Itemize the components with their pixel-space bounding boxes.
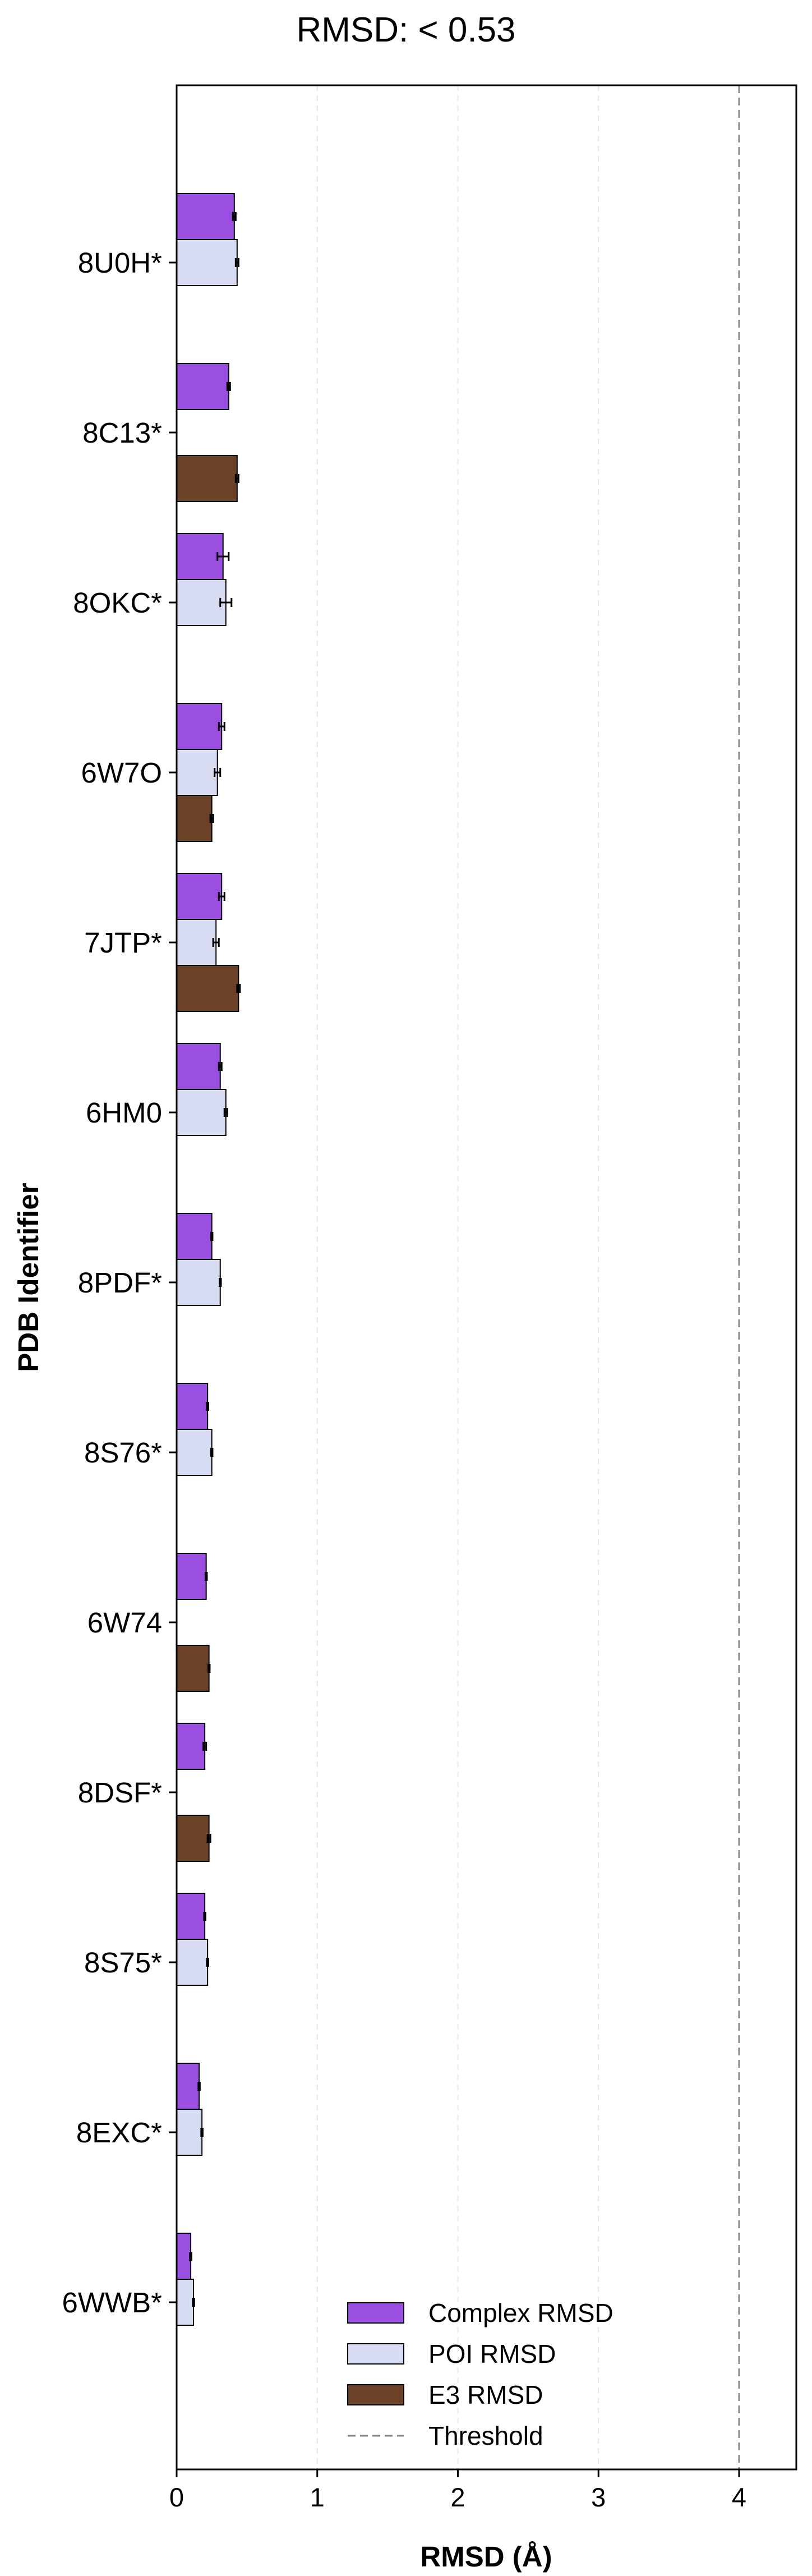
plot-frame (176, 84, 797, 2471)
y-category-label-8S75: 8S75* (84, 1947, 162, 1979)
x-tick-label-2: 2 (450, 2482, 465, 2512)
y-category-label-8DSF: 8DSF* (78, 1777, 162, 1809)
bar-group-8S75 (176, 1893, 209, 1986)
y-category-label-6WWB: 6WWB* (62, 2287, 163, 2319)
legend-swatch-poi (347, 2343, 404, 2365)
bar-group-7JTP (176, 873, 241, 1012)
poi-bar-8OKC (176, 579, 227, 626)
x-tick-label-0: 0 (169, 2482, 184, 2512)
bar-group-6W74 (176, 1553, 211, 1692)
x-axis-title: RMSD (Å) (420, 2541, 552, 2573)
complex-bar-8C13 (176, 363, 229, 410)
complex-bar-8EXC (176, 2063, 200, 2110)
y-category-label-8OKC: 8OKC* (73, 587, 162, 619)
poi-bar-8PDF (176, 1259, 221, 1306)
complex-bar-8DSF (176, 1723, 206, 1770)
legend-swatch-complex (347, 2302, 404, 2324)
e3-bar-8C13 (176, 455, 238, 502)
legend-swatch-e3 (347, 2384, 404, 2405)
y-category-label-8PDF: 8PDF* (78, 1267, 162, 1299)
complex-bar-8OKC (176, 533, 224, 580)
bar-group-6W7O (176, 703, 225, 842)
bar-group-8C13 (176, 363, 239, 502)
complex-bar-8U0H (176, 193, 235, 240)
grid-lines (316, 85, 599, 2469)
legend: Complex RMSD POI RMSD E3 RMSD Threshold (347, 2298, 613, 2450)
e3-bar-7JTP (176, 965, 239, 1012)
y-category-label-7JTP: 7JTP* (84, 927, 162, 959)
bar-group-6WWB (176, 2233, 195, 2326)
bar-group-6HM0 (176, 1043, 228, 1136)
e3-bar-6W7O (176, 795, 213, 842)
y-category-label-6W7O: 6W7O (81, 757, 162, 789)
legend-label-poi: POI RMSD (428, 2339, 556, 2368)
legend-label-complex: Complex RMSD (428, 2298, 613, 2327)
complex-bar-6WWB (176, 2233, 192, 2280)
legend-label-threshold: Threshold (428, 2421, 543, 2450)
x-tick-label-1: 1 (310, 2482, 325, 2512)
y-category-label-8EXC: 8EXC* (76, 2117, 162, 2149)
poi-bar-8S76 (176, 1429, 213, 1476)
bar-group-8DSF (176, 1723, 211, 1862)
complex-bar-8PDF (176, 1213, 213, 1260)
bars-group (176, 193, 241, 2326)
legend-label-e3: E3 RMSD (428, 2380, 543, 2409)
bar-group-8EXC (176, 2063, 204, 2156)
e3-bar-6W74 (176, 1645, 210, 1692)
poi-bar-7JTP (176, 919, 217, 966)
y-category-label-8S76: 8S76* (84, 1437, 162, 1469)
bar-group-8S76 (176, 1383, 214, 1476)
y-category-label-6W74: 6W74 (87, 1607, 162, 1639)
chart-title: RMSD: < 0.53 (296, 11, 515, 49)
complex-bar-8S75 (176, 1893, 206, 1940)
e3-bar-8DSF (176, 1815, 210, 1862)
complex-bar-6HM0 (176, 1043, 221, 1090)
bar-group-8U0H (176, 193, 239, 286)
y-category-label-6HM0: 6HM0 (86, 1097, 162, 1129)
bar-group-8OKC (176, 533, 233, 626)
y-axis-categories: 8U0H* 8C13* 8OKC* 6W7O 7JTP* 6HM0 8PDF* 8S76* 6W… (62, 247, 177, 2319)
complex-bar-6W7O (176, 703, 223, 750)
complex-bar-7JTP (176, 873, 223, 920)
poi-bar-6HM0 (176, 1089, 227, 1136)
y-axis-title: PDB Identifier (12, 1183, 44, 1372)
poi-bar-8EXC (176, 2109, 203, 2156)
bar-group-8PDF (176, 1213, 222, 1306)
complex-bar-6W74 (176, 1553, 207, 1600)
y-category-label-8C13: 8C13* (82, 417, 162, 449)
complex-bar-8S76 (176, 1383, 209, 1430)
poi-bar-8S75 (176, 1939, 209, 1986)
poi-bar-6W7O (176, 749, 218, 796)
x-tick-label-4: 4 (732, 2482, 746, 2512)
y-category-label-8U0H: 8U0H* (78, 247, 162, 279)
poi-bar-8U0H (176, 239, 238, 286)
poi-bar-6WWB (176, 2279, 195, 2326)
x-tick-label-3: 3 (591, 2482, 606, 2512)
x-axis-ticks: 0 1 2 3 4 (169, 2469, 746, 2512)
